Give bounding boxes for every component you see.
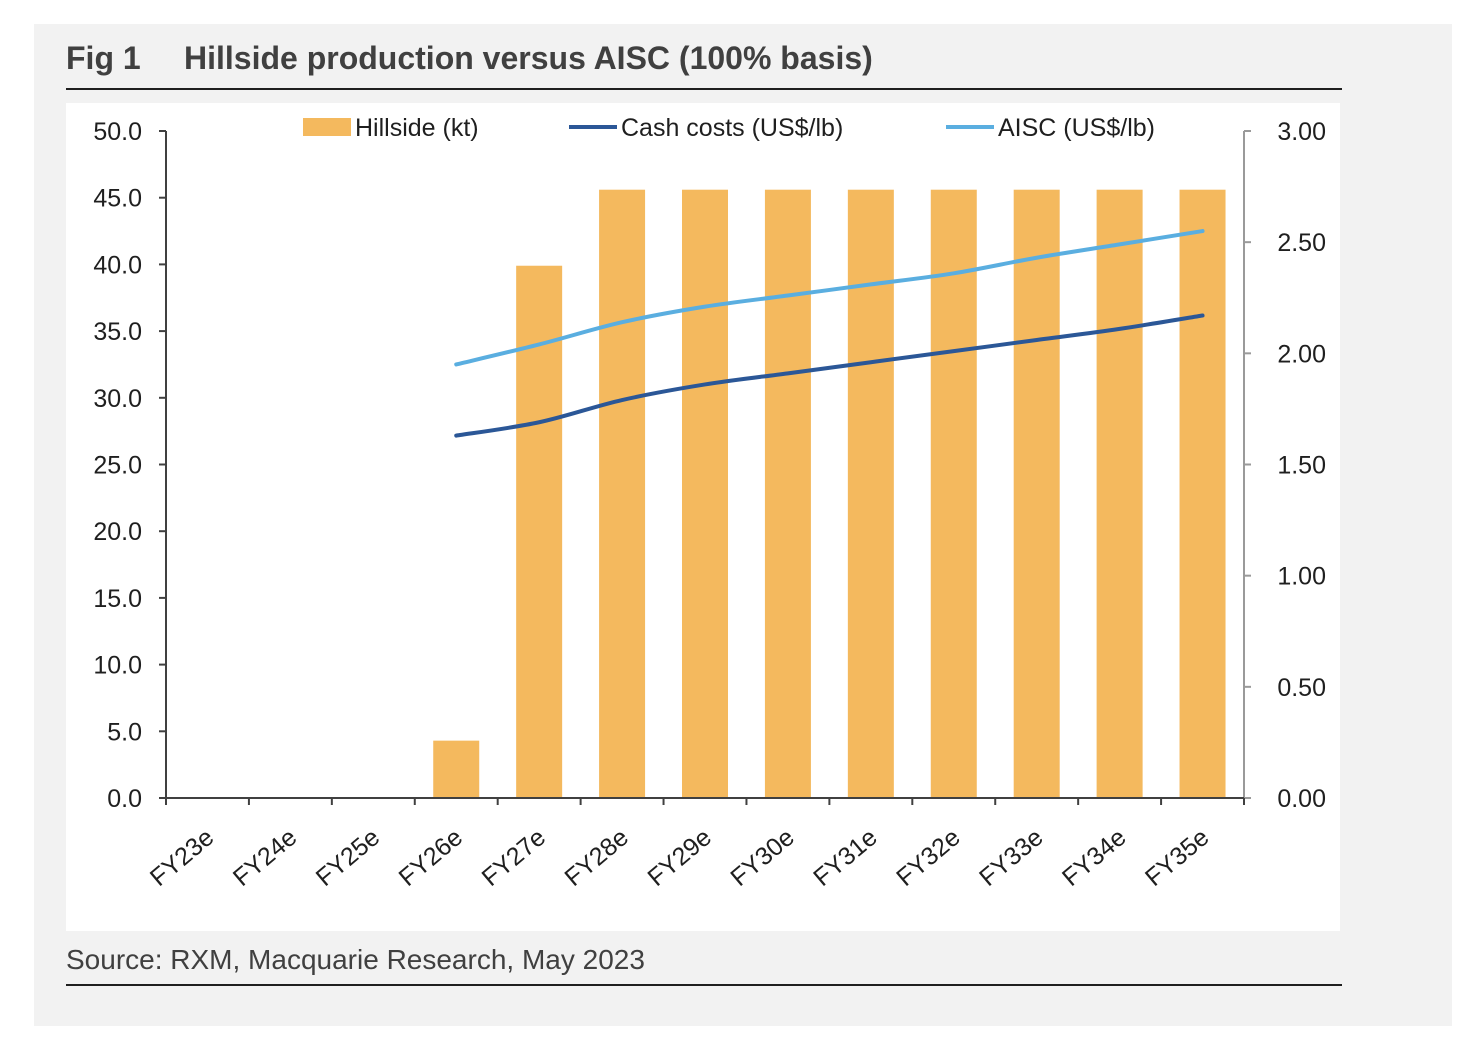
left-axis-tick-label: 20.0 [93,518,142,546]
bar-hillside [1179,189,1226,799]
bar-hillside [433,740,480,798]
x-axis-category-label: FY35e [1140,823,1214,892]
left-axis-tick-label: 15.0 [93,585,142,613]
legend-cash-costs-label: Cash costs (US$/lb) [621,114,843,142]
bar-hillside [1096,189,1143,799]
left-axis-tick-label: 5.0 [107,718,142,746]
left-axis-tick-label: 25.0 [93,452,142,480]
bar-hillside [516,265,563,798]
x-axis-category-label: FY25e [311,823,385,892]
x-axis-category-label: FY29e [642,823,716,892]
x-axis-category-label: FY26e [394,823,468,892]
line-aisc [454,229,1205,367]
bar-hillside [682,189,728,799]
right-axis-tick-label: 0.00 [1277,785,1326,813]
x-axis-category-label: FY23e [145,823,219,892]
left-axis-tick-label: 0.0 [107,785,142,813]
bar-hillside [764,189,811,799]
x-axis-category-label: FY27e [477,823,551,892]
title-rule [66,88,1342,90]
right-axis-tick-label: 0.50 [1277,674,1326,702]
bar-hillside [847,189,894,799]
source-rule [66,984,1342,986]
left-axis-tick-label: 50.0 [93,118,142,146]
x-axis-category-label: FY34e [1057,823,1131,892]
legend-hillside-label: Hillside (kt) [355,114,479,142]
bar-hillside [930,189,977,799]
right-axis-tick-label: 1.00 [1277,563,1326,591]
figure-title: Fig 1 Hillside production versus AISC (10… [66,40,1342,86]
chart-area: 0.0 5.0 10.0 15.0 20.0 25.0 30.0 35.0 40.0 45.0 50… [66,103,1340,931]
figure-title-text: Hillside production versus AISC (100% ba… [184,40,873,76]
left-axis-tick-label: 45.0 [93,185,142,213]
x-axis-category-label: FY32e [891,823,965,892]
bar-hillside [1013,189,1060,799]
left-axis-tick-label: 30.0 [93,385,142,413]
bar-hillside [599,189,646,799]
x-axis-category-label: FY31e [808,823,882,892]
right-axis-tick-label: 2.00 [1277,340,1326,368]
x-axis-category-label: FY33e [974,823,1048,892]
figure-number: Fig 1 [66,40,141,76]
line-cash-costs [454,313,1205,438]
legend-aisc-label: AISC (US$/lb) [998,114,1155,142]
x-axis-category-label: FY30e [725,823,799,892]
right-axis-tick-label: 3.00 [1277,118,1326,146]
left-axis-tick-label: 35.0 [93,318,142,346]
source-note: Source: RXM, Macquarie Research, May 202… [66,944,645,975]
combo-chart: 0.0 5.0 10.0 15.0 20.0 25.0 30.0 35.0 40.0 45.0 50… [93,114,1326,892]
left-axis-tick-label: 40.0 [93,251,142,279]
right-axis-tick-label: 2.50 [1277,229,1326,257]
x-axis-category-label: FY24e [228,823,302,892]
legend-hillside-swatch [303,118,351,136]
x-axis-category-label: FY28e [559,823,633,892]
right-axis-tick-label: 1.50 [1277,452,1326,480]
left-axis-tick-label: 10.0 [93,652,142,680]
